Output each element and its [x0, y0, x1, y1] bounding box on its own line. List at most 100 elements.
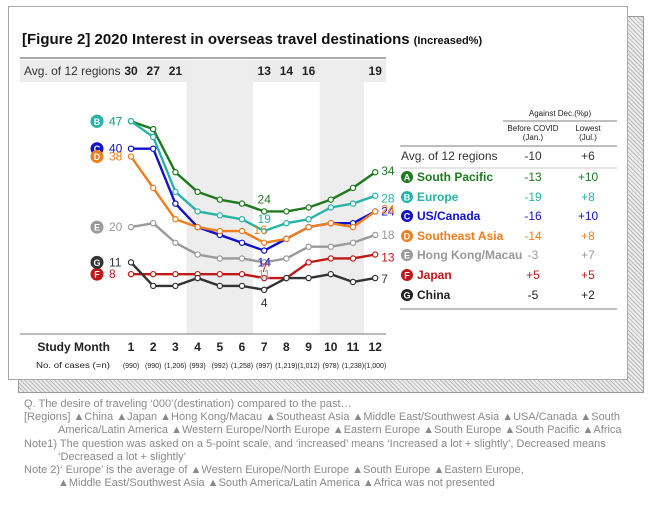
average-value: 27: [147, 64, 161, 78]
data-point: [149, 219, 157, 227]
data-point: [149, 125, 157, 133]
svg-text:A: A: [404, 173, 411, 183]
data-point: [305, 204, 312, 211]
table-before-value: -10: [524, 149, 542, 163]
table-row: Avg. of 12 regions -10 +6: [401, 149, 595, 163]
data-point: [349, 255, 357, 262]
start-label-G: 11: [109, 255, 122, 269]
table-row-label: Japan: [417, 268, 452, 282]
table-col1-header-sub: (Jan.): [523, 133, 544, 142]
x-tick-label: 12: [369, 340, 383, 354]
svg-text:B: B: [94, 117, 101, 127]
data-point: [372, 192, 379, 199]
data-point: [127, 118, 135, 125]
data-point: [349, 184, 357, 192]
average-value: 30: [124, 64, 138, 78]
start-label-C: 40: [109, 142, 123, 156]
svg-text:E: E: [94, 223, 100, 233]
data-point: [261, 247, 268, 254]
table-row: E Hong Kong/Macau -3 +7: [401, 248, 595, 262]
footnote-line: ▲Middle East/Southwest Asia ▲South Ameri…: [58, 477, 495, 490]
data-point: [172, 216, 179, 223]
data-point: [127, 259, 135, 266]
data-point: [261, 259, 268, 266]
average-value: 14: [280, 64, 294, 78]
end-label-E: 18: [381, 228, 395, 242]
x-tick-label: 7: [261, 340, 268, 354]
data-point: [283, 274, 290, 282]
data-point: [327, 255, 334, 262]
data-point: [305, 243, 312, 250]
average-value: 13: [258, 64, 272, 78]
data-point: [172, 200, 179, 207]
data-point: [349, 239, 357, 246]
cases-value: (1,219): [275, 363, 297, 370]
cases-value: (997): [256, 363, 272, 370]
footnote-line: Q. The desire of traveling ‘000’(destina…: [24, 398, 352, 410]
x-tick-label: 5: [216, 340, 223, 354]
data-point: [327, 219, 334, 227]
data-point: [283, 255, 290, 262]
data-point: [172, 188, 179, 196]
average-value: 19: [369, 64, 383, 78]
x-tick-label: 2: [150, 340, 157, 354]
shaded-band-2: [319, 60, 365, 334]
data-point: [172, 282, 179, 290]
data-point: [194, 223, 201, 231]
data-point: [194, 251, 201, 258]
end-label-D: 24: [381, 202, 395, 216]
table-before-value: -5: [528, 288, 539, 302]
badge-F: F: [90, 267, 104, 281]
data-point: [127, 270, 135, 278]
x-tick-label: 1: [128, 340, 135, 354]
table-col2-header-sub: (Jul.): [579, 133, 597, 142]
svg-text:C: C: [404, 212, 411, 222]
svg-text:G: G: [93, 258, 100, 268]
data-point: [238, 227, 246, 235]
data-point: [194, 208, 201, 215]
badge-B: B: [90, 114, 104, 128]
start-label-E: 20: [109, 220, 123, 234]
footnote-line: [Regions] ▲China ▲Japan ▲Hong Kong/Macau…: [24, 411, 620, 424]
start-label-F: 8: [109, 267, 116, 281]
data-point: [261, 208, 268, 215]
data-point: [149, 145, 157, 152]
lowest-label-C: 14: [258, 256, 272, 270]
data-point: [349, 200, 357, 207]
cases-value: (1,012): [298, 363, 320, 370]
table-col1-header: Before COVID: [507, 124, 558, 133]
data-point: [149, 133, 157, 141]
table-lowest-value: +6: [581, 149, 595, 163]
svg-text:F: F: [94, 270, 100, 280]
data-point: [305, 216, 312, 223]
table-before-value: -3: [528, 248, 539, 262]
svg-text:E: E: [404, 251, 410, 261]
data-point: [216, 196, 223, 203]
cases-value: (1,258): [231, 363, 253, 370]
data-point: [261, 239, 268, 246]
start-label-D: 38: [109, 150, 123, 164]
footnote-line: America/Latin America ▲Western Europe/No…: [58, 424, 622, 437]
data-point: [261, 227, 268, 235]
data-point: [149, 282, 157, 290]
average-value: 21: [169, 64, 183, 78]
series-line-B: [130, 120, 376, 233]
cases-value: (1,206): [164, 363, 186, 370]
footnote-line: Note 2)‘ Europe’ is the average of ▲West…: [24, 464, 524, 477]
data-point: [305, 259, 312, 266]
table-row-label: Hong Kong/Macau: [417, 248, 522, 262]
x-tick-label: 11: [347, 340, 360, 354]
average-value: 16: [302, 64, 316, 78]
end-label-C: 24: [381, 204, 395, 218]
data-point: [238, 239, 246, 246]
series-line-G: [130, 261, 376, 292]
data-point: [327, 270, 334, 278]
table-lowest-value: +10: [578, 170, 599, 184]
data-point: [238, 200, 246, 207]
x-axis-title: Study Month: [37, 340, 110, 354]
data-point: [372, 169, 379, 176]
table-row-label: South Pacific: [417, 170, 493, 184]
series-badges: ABCDEFG: [90, 114, 104, 281]
start-label-A: 47: [109, 114, 123, 128]
